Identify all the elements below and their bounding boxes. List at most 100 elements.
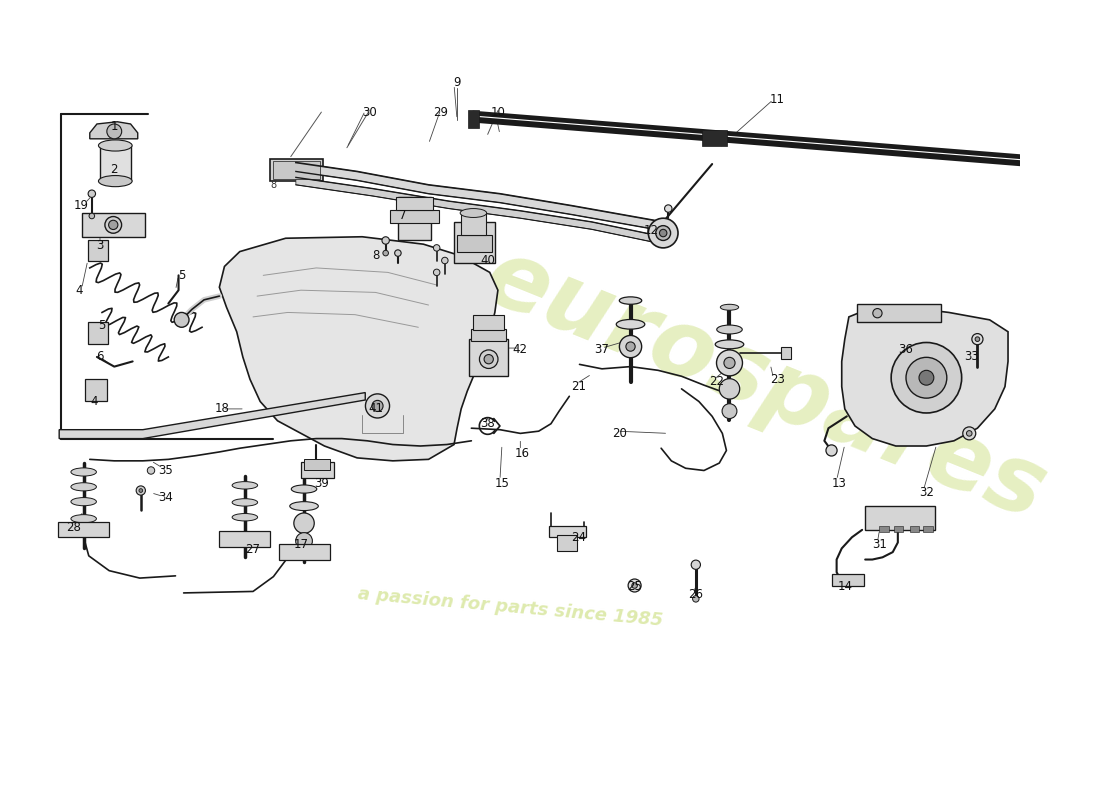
Circle shape bbox=[631, 582, 637, 588]
Circle shape bbox=[691, 560, 701, 570]
Circle shape bbox=[104, 217, 122, 234]
Circle shape bbox=[724, 358, 735, 369]
Circle shape bbox=[139, 489, 143, 492]
Polygon shape bbox=[472, 110, 1032, 167]
Bar bbox=[454, 222, 495, 262]
Bar bbox=[557, 535, 578, 551]
Circle shape bbox=[626, 342, 635, 351]
Text: 34: 34 bbox=[157, 491, 173, 505]
Text: 42: 42 bbox=[513, 343, 528, 356]
Text: 8: 8 bbox=[372, 249, 379, 262]
Bar bbox=[857, 303, 940, 322]
Bar bbox=[473, 314, 504, 330]
Ellipse shape bbox=[289, 502, 318, 510]
Circle shape bbox=[136, 486, 145, 495]
Circle shape bbox=[365, 394, 389, 418]
Circle shape bbox=[480, 350, 498, 369]
Text: 14: 14 bbox=[837, 581, 852, 594]
Text: 15: 15 bbox=[495, 477, 509, 490]
Ellipse shape bbox=[232, 514, 257, 521]
Circle shape bbox=[147, 466, 155, 474]
Text: 3: 3 bbox=[97, 239, 103, 252]
Circle shape bbox=[918, 370, 934, 385]
Circle shape bbox=[693, 596, 700, 602]
Bar bbox=[304, 459, 330, 470]
Text: 20: 20 bbox=[612, 427, 627, 440]
Text: 2: 2 bbox=[110, 163, 118, 177]
Text: 4: 4 bbox=[76, 284, 84, 297]
Ellipse shape bbox=[232, 498, 257, 506]
Text: a passion for parts since 1985: a passion for parts since 1985 bbox=[356, 586, 663, 630]
Polygon shape bbox=[59, 393, 365, 438]
Circle shape bbox=[88, 190, 96, 198]
Bar bbox=[398, 198, 430, 241]
Polygon shape bbox=[296, 178, 663, 244]
Text: 29: 29 bbox=[433, 106, 449, 118]
Bar bbox=[832, 574, 865, 586]
Bar bbox=[85, 379, 107, 402]
Text: 4: 4 bbox=[90, 395, 98, 408]
Circle shape bbox=[664, 205, 672, 212]
Bar bbox=[781, 347, 791, 359]
Text: 25: 25 bbox=[627, 581, 642, 594]
Ellipse shape bbox=[715, 340, 744, 349]
Text: 18: 18 bbox=[214, 402, 230, 415]
Circle shape bbox=[383, 250, 388, 256]
Circle shape bbox=[660, 230, 667, 237]
Ellipse shape bbox=[99, 175, 132, 186]
Circle shape bbox=[719, 378, 739, 399]
Text: 35: 35 bbox=[158, 464, 173, 477]
Text: 31: 31 bbox=[872, 538, 887, 551]
Polygon shape bbox=[219, 237, 498, 461]
Ellipse shape bbox=[99, 140, 132, 151]
Circle shape bbox=[619, 335, 641, 358]
Text: 1: 1 bbox=[110, 121, 118, 134]
Bar bbox=[894, 526, 903, 532]
Circle shape bbox=[395, 250, 402, 256]
Circle shape bbox=[484, 354, 493, 364]
Text: 5: 5 bbox=[178, 269, 185, 282]
Ellipse shape bbox=[232, 482, 257, 489]
Bar bbox=[472, 329, 506, 341]
Bar bbox=[469, 110, 478, 129]
Text: 24: 24 bbox=[571, 530, 586, 544]
Text: 11: 11 bbox=[770, 93, 785, 106]
Bar bbox=[88, 322, 108, 344]
Text: 9: 9 bbox=[453, 76, 461, 89]
Circle shape bbox=[294, 513, 315, 534]
Ellipse shape bbox=[460, 209, 486, 218]
Bar bbox=[923, 526, 933, 532]
Circle shape bbox=[109, 220, 118, 230]
Circle shape bbox=[716, 350, 742, 376]
Circle shape bbox=[433, 269, 440, 276]
Text: 28: 28 bbox=[66, 521, 81, 534]
Bar bbox=[271, 159, 323, 181]
Text: 16: 16 bbox=[515, 447, 530, 460]
Circle shape bbox=[656, 226, 671, 241]
Circle shape bbox=[891, 342, 961, 413]
Text: 10: 10 bbox=[491, 106, 505, 118]
Text: 27: 27 bbox=[245, 543, 261, 556]
Circle shape bbox=[967, 430, 972, 436]
Text: 8: 8 bbox=[271, 180, 276, 190]
Bar bbox=[58, 522, 109, 538]
Bar bbox=[278, 544, 330, 560]
Text: 38: 38 bbox=[481, 418, 495, 430]
Text: 26: 26 bbox=[689, 588, 703, 601]
Text: 5: 5 bbox=[98, 319, 106, 332]
Bar bbox=[81, 213, 145, 237]
Circle shape bbox=[872, 309, 882, 318]
Circle shape bbox=[89, 213, 95, 218]
Text: 40: 40 bbox=[481, 254, 495, 267]
Ellipse shape bbox=[70, 514, 97, 523]
Text: 23: 23 bbox=[770, 373, 785, 386]
Text: 19: 19 bbox=[74, 199, 89, 212]
Circle shape bbox=[722, 404, 737, 418]
Circle shape bbox=[1027, 156, 1035, 163]
Text: 36: 36 bbox=[899, 343, 913, 356]
Ellipse shape bbox=[292, 485, 317, 493]
Ellipse shape bbox=[70, 468, 97, 476]
Circle shape bbox=[906, 358, 947, 398]
Polygon shape bbox=[842, 307, 1008, 446]
Text: 17: 17 bbox=[294, 538, 308, 551]
